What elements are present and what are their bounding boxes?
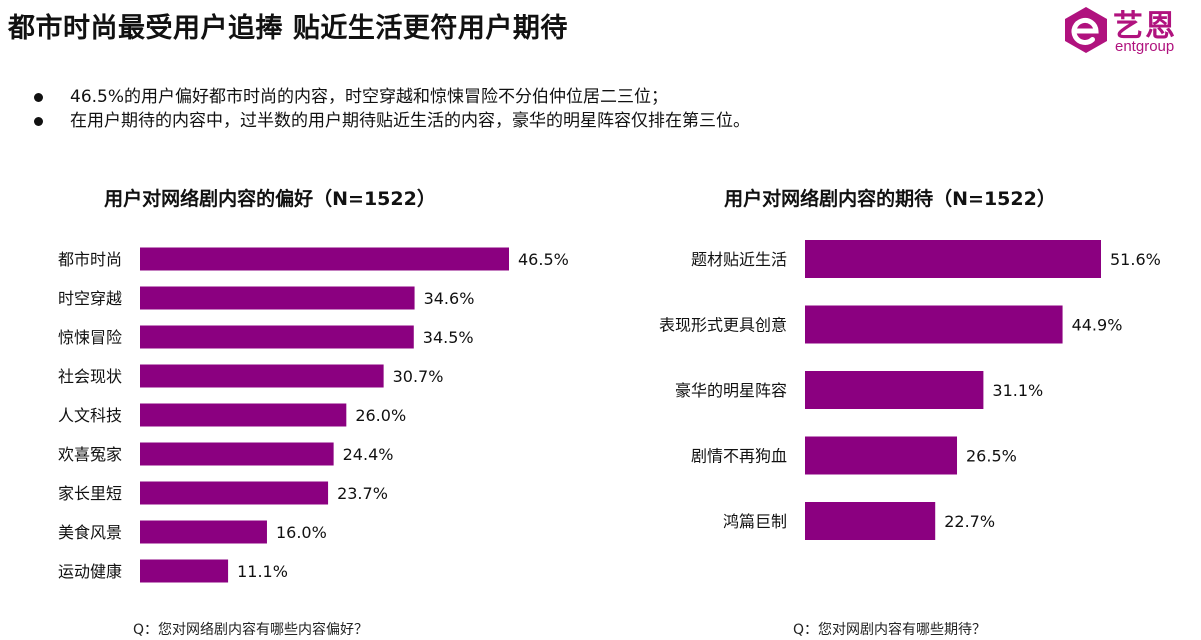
category-label: 欢喜冤家 (58, 445, 122, 464)
data-label: 26.5% (966, 447, 1017, 466)
summary-bullets: 46.5%的用户偏好都市时尚的内容，时空穿越和惊悚冒险不分伯仲位居二三位； 在用… (30, 85, 750, 133)
category-label: 时空穿越 (58, 289, 122, 308)
bar (805, 436, 958, 475)
bar (140, 247, 509, 271)
bar (805, 305, 1063, 344)
chart-title-expectation: 用户对网络剧内容的期待（N=1522） (724, 188, 1056, 210)
bar (140, 559, 229, 583)
question-note-expectation: Q：您对网剧内容有哪些期待？ (793, 622, 987, 638)
category-label: 社会现状 (58, 367, 122, 386)
bullet-text: 在用户期待的内容中，过半数的用户期待贴近生活的内容，豪华的明星阵容仅排在第三位。 (70, 111, 750, 131)
data-label: 11.1% (237, 562, 288, 581)
bar (140, 325, 414, 349)
entgroup-logo: 艺恩 entgroup (1060, 4, 1200, 58)
category-label: 惊悚冒险 (58, 328, 122, 347)
logo-name-en: entgroup (1115, 38, 1175, 55)
bar (805, 240, 1101, 278)
bar (140, 442, 334, 466)
data-label: 26.0% (355, 406, 406, 425)
bar (140, 520, 267, 544)
bullet-dot-icon (34, 117, 43, 126)
data-label: 16.0% (276, 523, 327, 542)
logo-mark-icon (1065, 7, 1107, 53)
page-title: 都市时尚最受用户追捧 贴近生活更符用户期待 (8, 13, 568, 44)
category-label: 都市时尚 (58, 250, 122, 269)
data-label: 22.7% (944, 512, 995, 531)
category-label: 家长里短 (58, 484, 122, 503)
category-label: 人文科技 (58, 406, 122, 425)
bar (140, 286, 415, 310)
data-label: 34.5% (423, 328, 474, 347)
bar (140, 403, 347, 427)
bullet-text: 46.5%的用户偏好都市时尚的内容，时空穿越和惊悚冒险不分伯仲位居二三位； (70, 87, 669, 107)
logo-name-cn: 艺恩 (1113, 9, 1177, 44)
category-label: 豪华的明星阵容 (675, 381, 787, 400)
data-label: 24.4% (343, 445, 394, 464)
category-label: 表现形式更具创意 (659, 316, 787, 335)
data-label: 44.9% (1072, 316, 1123, 335)
data-label: 23.7% (337, 484, 388, 503)
data-label: 30.7% (393, 367, 444, 386)
data-label: 46.5% (518, 250, 569, 269)
bar (140, 364, 384, 388)
data-label: 34.6% (424, 289, 475, 308)
bullet-item: 46.5%的用户偏好都市时尚的内容，时空穿越和惊悚冒险不分伯仲位居二三位； (30, 85, 750, 109)
data-label: 51.6% (1110, 250, 1161, 269)
bar (140, 481, 329, 505)
bullet-item: 在用户期待的内容中，过半数的用户期待贴近生活的内容，豪华的明星阵容仅排在第三位。 (30, 109, 750, 133)
bar (805, 371, 984, 409)
chart-title-preference: 用户对网络剧内容的偏好（N=1522） (104, 188, 436, 210)
data-label: 31.1% (992, 381, 1043, 400)
category-label: 美食风景 (58, 523, 122, 542)
bullet-dot-icon (34, 93, 43, 102)
question-note-preference: Q：您对网络剧内容有哪些内容偏好？ (133, 622, 369, 638)
category-label: 剧情不再狗血 (691, 447, 787, 466)
category-label: 鸿篇巨制 (723, 512, 787, 531)
bar (805, 502, 936, 540)
category-label: 运动健康 (58, 562, 122, 581)
category-label: 题材贴近生活 (691, 250, 787, 269)
